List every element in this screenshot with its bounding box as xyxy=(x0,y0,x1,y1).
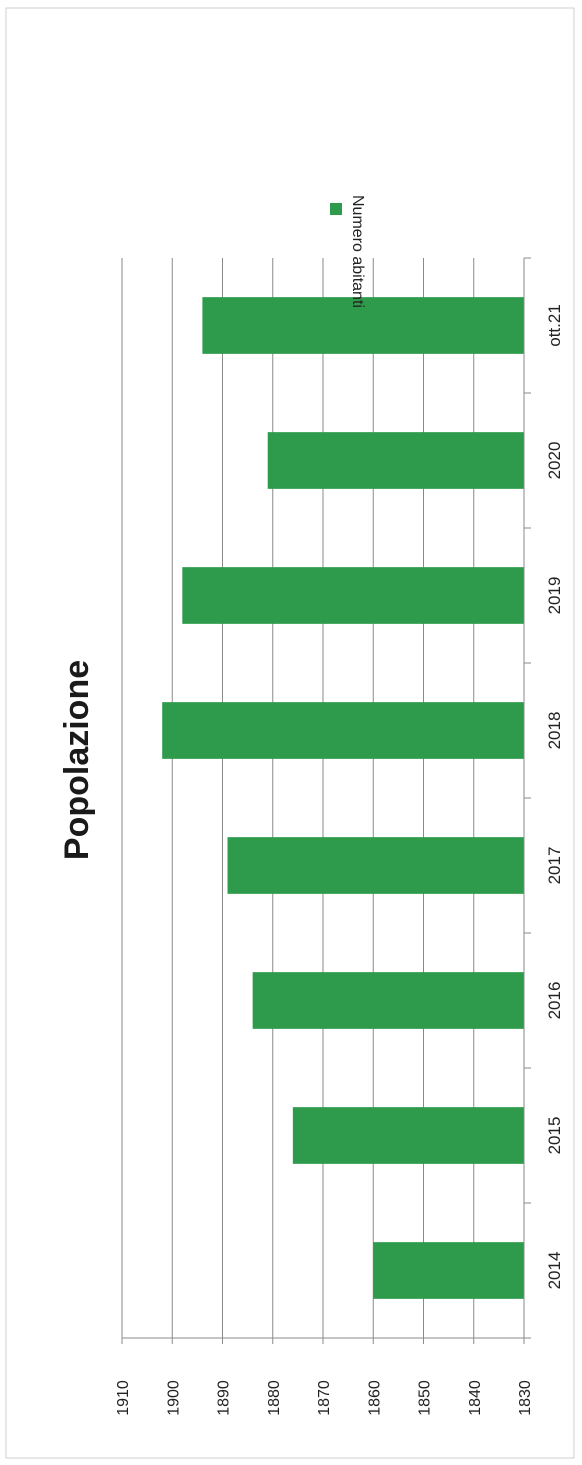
bar xyxy=(162,702,524,759)
category-label: 2019 xyxy=(545,577,564,615)
y-tick-label: 1870 xyxy=(316,1380,333,1416)
gridlines xyxy=(121,258,475,1338)
chart-title: Popolazione xyxy=(58,660,96,860)
y-tick-label: 1890 xyxy=(216,1380,233,1416)
bar xyxy=(252,972,524,1029)
bar xyxy=(202,297,524,354)
y-tick-label: 1830 xyxy=(517,1380,534,1416)
category-label: 2017 xyxy=(545,847,564,885)
category-label: 2020 xyxy=(545,442,564,480)
category-label: 2016 xyxy=(545,982,564,1020)
category-label: 2018 xyxy=(545,712,564,750)
bar xyxy=(267,432,524,489)
y-tick-label: 1880 xyxy=(266,1380,283,1416)
category-axis: 2014 2015 2016 2017 2018 2019 2020 ott.21 xyxy=(523,257,564,1339)
legend-swatch xyxy=(330,203,342,215)
y-tick-label: 1910 xyxy=(115,1380,132,1416)
y-tick-label: 1900 xyxy=(165,1380,182,1416)
y-tick-label: 1850 xyxy=(417,1380,434,1416)
bar xyxy=(227,837,524,894)
y-tick-label: 1840 xyxy=(467,1380,484,1416)
bar xyxy=(292,1107,524,1164)
legend-label: Numero abitanti xyxy=(349,195,366,308)
bar xyxy=(182,567,525,624)
legend: Numero abitanti xyxy=(330,195,366,308)
page-border xyxy=(5,7,575,1459)
category-label: 2015 xyxy=(545,1117,564,1155)
bar xyxy=(373,1242,524,1299)
category-label: 2014 xyxy=(545,1252,564,1290)
value-axis: 1830 1840 1850 1860 1870 1880 1890 1900 1910 xyxy=(115,1337,534,1416)
y-tick-label: 1860 xyxy=(366,1380,383,1416)
category-label: ott.21 xyxy=(545,304,564,347)
bar-series xyxy=(162,297,525,1299)
